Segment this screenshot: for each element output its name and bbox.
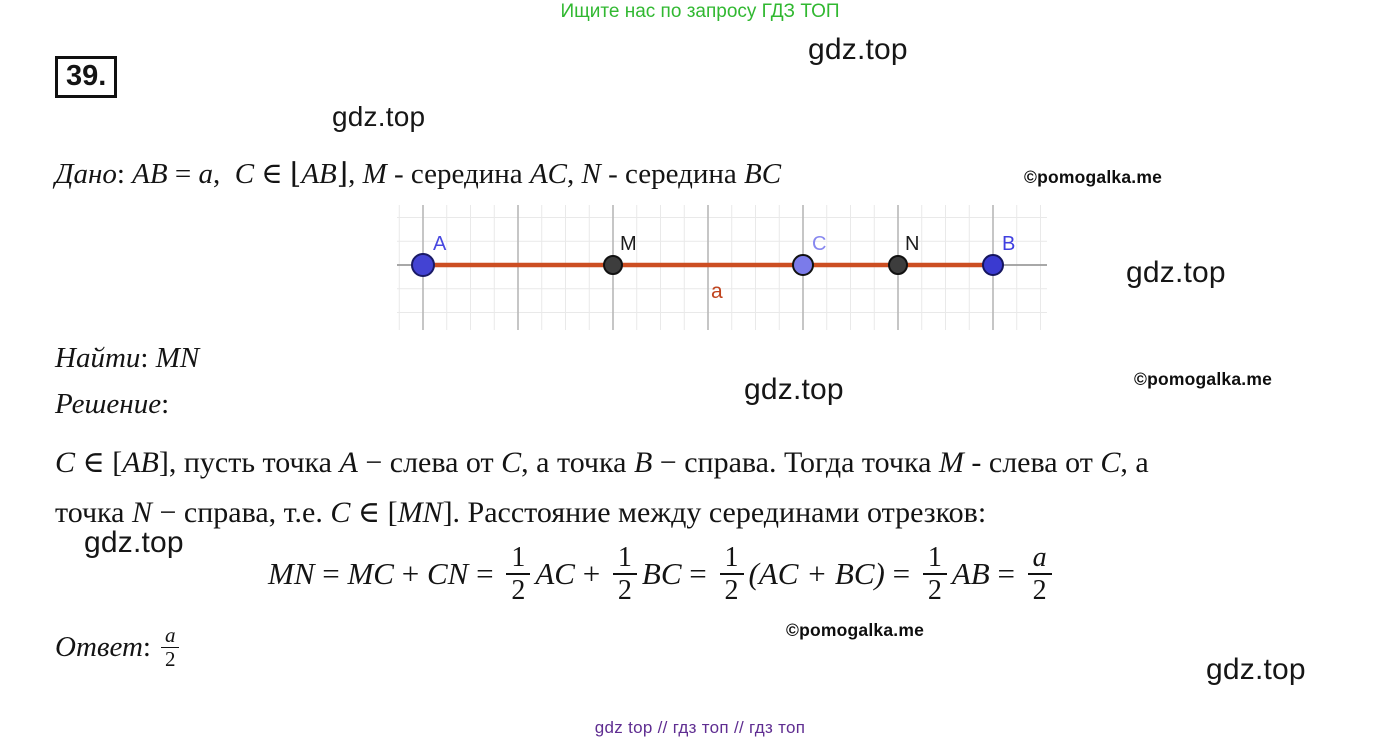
pomogalka-watermark: ©pomogalka.me <box>1024 167 1163 187</box>
segment-diagram-svg: a A M C N B <box>397 205 1047 330</box>
gdz-watermark: gdz.top <box>332 101 426 132</box>
segment-diagram: a A M C N B <box>397 205 1047 330</box>
point-label-C: C <box>812 233 826 255</box>
gdz-watermark: gdz.top <box>808 33 908 66</box>
segment-length-label: a <box>711 280 723 303</box>
pomogalka-watermark: ©pomogalka.me <box>1134 369 1273 389</box>
point-A <box>411 253 435 277</box>
point-label-B: B <box>1002 233 1015 255</box>
answer-label: Ответ: <box>55 631 151 663</box>
find-statement: Найти: MN <box>55 342 200 374</box>
point-label-N: N <box>905 233 919 255</box>
given-statement: Дано: AB = a, C ∈ ⌊AB⌋, M - середина AC,… <box>55 158 782 190</box>
point-N <box>888 255 908 275</box>
point-label-A: A <box>433 233 447 255</box>
footer-links[interactable]: gdz top // гдз топ // гдз топ <box>594 718 806 737</box>
point-C <box>792 254 814 276</box>
solution-paragraph-line2: точка N − справа, т.е. C ∈ [MN]. Расстоя… <box>55 496 987 529</box>
main-formula: MN = MC + CN = 1 2 AC + 1 2 BC = 1 2 (AC + BC)… <box>268 542 1057 606</box>
solution-paragraph: C ∈ [AB], пусть точка A − слева от C, а … <box>55 438 1385 538</box>
point-label-M: M <box>620 233 637 255</box>
gdz-watermark: gdz.top <box>744 373 844 406</box>
point-M <box>603 255 623 275</box>
gdz-watermark: gdz.top <box>84 526 184 559</box>
problem-number: 39. <box>55 56 118 98</box>
point-B <box>982 254 1004 276</box>
pomogalka-watermark: ©pomogalka.me <box>786 620 925 640</box>
gdz-watermark: gdz.top <box>1206 653 1306 686</box>
gdz-watermark: gdz.top <box>1126 256 1226 289</box>
solution-paragraph-line1: C ∈ [AB], пусть точка A − слева от C, а … <box>55 446 1149 479</box>
solution-heading: Решение: <box>55 388 170 420</box>
promo-banner: Ищите нас по запросу ГДЗ ТОП <box>560 1 840 22</box>
